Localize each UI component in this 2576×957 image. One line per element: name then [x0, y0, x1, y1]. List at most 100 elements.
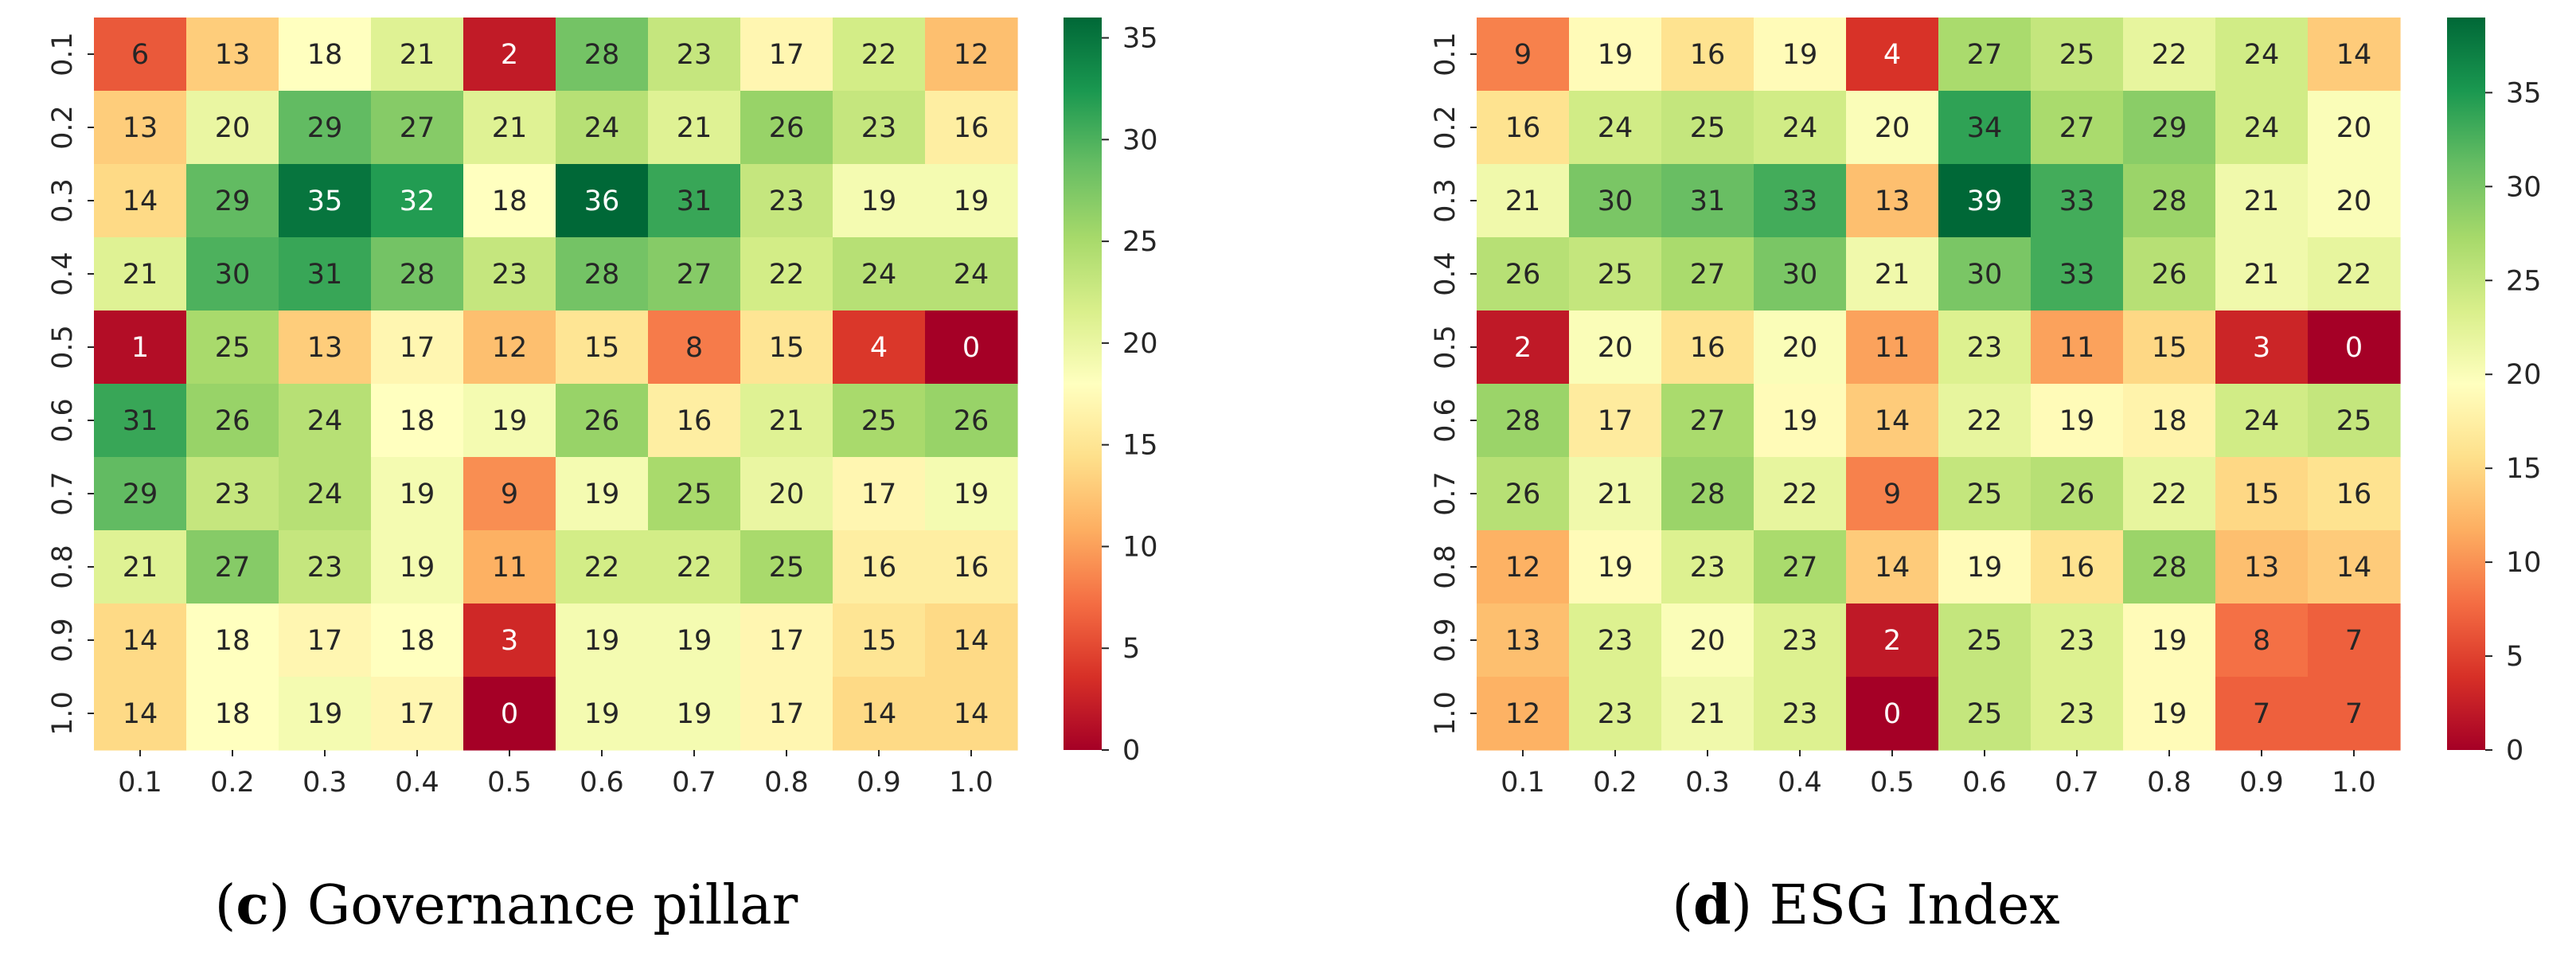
- cell-value-label: 31: [123, 405, 158, 437]
- cell-value-label: 33: [2059, 259, 2095, 291]
- heatmap-cell: [94, 603, 187, 678]
- heatmap-cell: [463, 530, 556, 604]
- cell-value-label: 0: [1883, 698, 1901, 730]
- cell-value-label: 26: [2059, 478, 2095, 510]
- heatmap-cell: [2215, 677, 2309, 751]
- cell-value-label: 22: [2152, 478, 2188, 510]
- heatmap-cell: [2123, 677, 2216, 751]
- heatmap-cell: [1661, 457, 1754, 531]
- heatmap-cell: [1477, 530, 1570, 604]
- cell-value-label: 20: [769, 478, 805, 510]
- heatmap-cell: [740, 164, 833, 238]
- cell-value-label: 25: [2059, 39, 2095, 71]
- cell-value-label: 14: [861, 698, 897, 730]
- colorbar-tick-label: 35: [2506, 77, 2542, 109]
- cell-value-label: 24: [1598, 112, 1633, 144]
- cell-value-label: 36: [584, 186, 620, 217]
- heatmap-cell: [186, 18, 279, 92]
- heatmap-cell: [1477, 603, 1570, 678]
- heatmap-cell: [1938, 530, 2032, 604]
- heatmap-cell: [2031, 164, 2124, 238]
- heatmap-cell: [648, 237, 741, 311]
- cell-value-label: 22: [1967, 405, 2003, 437]
- heatmap-cell: [186, 164, 279, 238]
- heatmap-cell: [740, 311, 833, 385]
- heatmap-cell: [2308, 530, 2401, 604]
- y-tick-label: 0.6: [1430, 398, 1462, 443]
- y-tick-label: 0.5: [47, 325, 79, 369]
- cell-value-label: 24: [2244, 39, 2280, 71]
- cell-value-label: 25: [2336, 405, 2372, 437]
- cell-value-label: 17: [400, 332, 435, 364]
- cell-value-label: 19: [2152, 698, 2188, 730]
- x-tick-label: 0.5: [1870, 767, 1914, 799]
- y-tick-label: 0.1: [1430, 32, 1462, 76]
- heatmap-cell: [1754, 457, 1847, 531]
- x-tick-label: 0.5: [487, 767, 532, 799]
- cell-value-label: 27: [1690, 259, 1726, 291]
- cell-value-label: 26: [1505, 478, 1541, 510]
- cell-value-label: 27: [215, 552, 251, 584]
- cell-value-label: 11: [492, 552, 528, 584]
- heatmap-cell: [833, 164, 926, 238]
- cell-value-label: 18: [400, 405, 435, 437]
- heatmap-cell: [279, 530, 372, 604]
- y-tick-label: 0.9: [1430, 618, 1462, 662]
- heatmap-cell: [371, 530, 464, 604]
- heatmap-cell: [2031, 384, 2124, 458]
- cell-value-label: 21: [1598, 478, 1633, 510]
- heatmap-cell: [279, 311, 372, 385]
- cell-value-label: 22: [769, 259, 805, 291]
- cell-value-label: 28: [2152, 186, 2188, 217]
- heatmap-cell: [1477, 237, 1570, 311]
- cell-value-label: 25: [1967, 698, 2003, 730]
- heatmap-cell: [1569, 457, 1662, 531]
- heatmap-cell: [740, 237, 833, 311]
- heatmap-cell: [1938, 18, 2032, 92]
- cell-value-label: 14: [1875, 552, 1911, 584]
- y-tick-label: 0.4: [1430, 252, 1462, 296]
- heatmap-cell: [2031, 18, 2124, 92]
- heatmap-cell: [925, 164, 1018, 238]
- cell-value-label: 16: [2336, 478, 2372, 510]
- colorbar: [2447, 18, 2485, 750]
- cell-value-label: 31: [677, 186, 712, 217]
- cell-value-label: 21: [400, 39, 435, 71]
- cell-value-label: 9: [501, 478, 518, 510]
- cell-value-label: 24: [1782, 112, 1818, 144]
- heatmap-cell: [925, 457, 1018, 531]
- heatmap-cell: [2123, 603, 2216, 678]
- heatmap-cell: [279, 457, 372, 531]
- y-tick-label: 0.7: [1430, 471, 1462, 516]
- heatmap-cell: [833, 677, 926, 751]
- heatmap-cell: [1754, 18, 1847, 92]
- colorbar-tick-label: 30: [1122, 124, 1158, 156]
- cell-value-label: 25: [215, 332, 251, 364]
- cell-value-label: 4: [870, 332, 888, 364]
- heatmap-cell: [1938, 384, 2032, 458]
- cell-value-label: 20: [2336, 186, 2372, 217]
- x-tick-label: 0.1: [118, 767, 162, 799]
- cell-value-label: 25: [861, 405, 897, 437]
- cell-value-label: 23: [1690, 552, 1726, 584]
- heatmap-cell: [833, 237, 926, 311]
- cell-value-label: 16: [1690, 332, 1726, 364]
- cell-value-label: 19: [584, 698, 620, 730]
- heatmap-cell: [1661, 18, 1754, 92]
- x-tick-label: 0.1: [1501, 767, 1545, 799]
- heatmap-cell: [833, 603, 926, 678]
- cell-value-label: 23: [769, 186, 805, 217]
- heatmap-cell: [1661, 237, 1754, 311]
- cell-value-label: 21: [2244, 186, 2280, 217]
- cell-value-label: 1: [131, 332, 149, 364]
- cell-value-label: 12: [492, 332, 528, 364]
- cell-value-label: 19: [861, 186, 897, 217]
- cell-value-label: 29: [123, 478, 158, 510]
- cell-value-label: 14: [1875, 405, 1911, 437]
- heatmap-cell: [1846, 311, 1939, 385]
- heatmap-cell: [740, 677, 833, 751]
- cell-value-label: 14: [123, 186, 158, 217]
- colorbar-tick-label: 0: [2506, 735, 2523, 767]
- heatmap-cell: [2031, 311, 2124, 385]
